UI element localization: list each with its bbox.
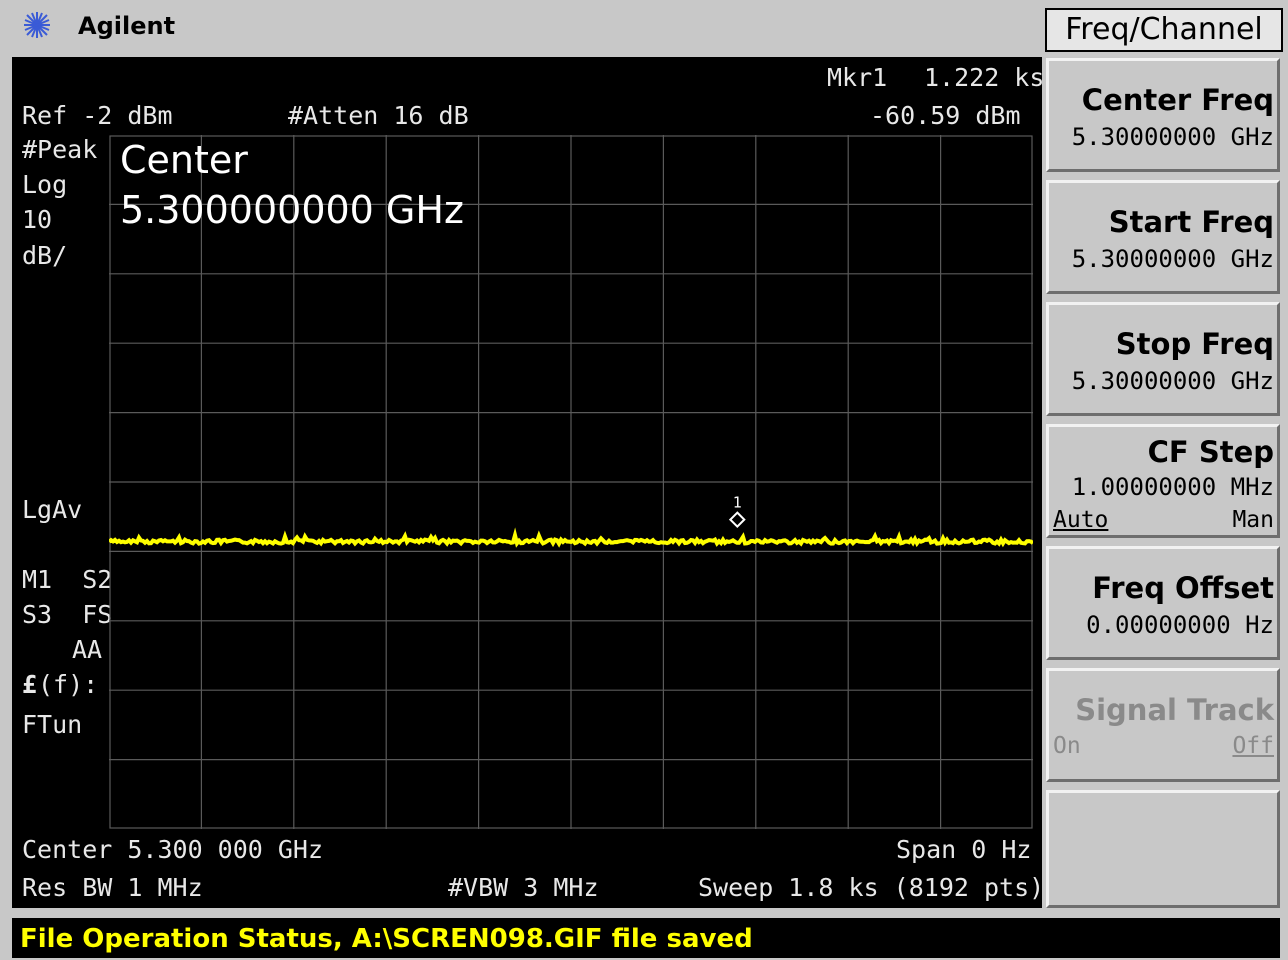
status-message: File Operation Status, A:\SCREN098.GIF f…: [20, 924, 753, 954]
trace-graticule: 1: [109, 135, 1033, 829]
menu-title: Freq/Channel: [1045, 8, 1283, 52]
freq-tune-label: FTun: [22, 710, 83, 739]
ff-symbol: £: [22, 670, 38, 699]
scale-value: 10: [22, 205, 53, 234]
sweep-time: Sweep 1.8 ks (8192 pts): [698, 873, 1045, 902]
sweep-mode: S3 FS: [22, 600, 113, 629]
brand-name: Agilent: [78, 12, 176, 40]
scale-type: Log: [22, 170, 68, 199]
signal-track-key[interactable]: Signal Track On Off: [1046, 668, 1280, 782]
active-function-value: 5.300000000 GHz: [120, 188, 464, 232]
title-bar: Agilent: [0, 0, 1040, 52]
key-label: Freq Offset: [1092, 571, 1274, 605]
key-value: 1.00000000 MHz: [1071, 473, 1274, 501]
marker-1[interactable]: 1: [728, 494, 746, 529]
key-label: Start Freq: [1108, 205, 1274, 239]
span: Span 0 Hz: [896, 835, 1032, 864]
start-freq-key[interactable]: Start Freq 5.30000000 GHz: [1046, 180, 1280, 294]
freq-offset-key[interactable]: Freq Offset 0.00000000 Hz: [1046, 546, 1280, 660]
key-value: 0.00000000 Hz: [1086, 611, 1274, 639]
trace-line: [109, 527, 1033, 548]
cf-step-man-option: Man: [1232, 507, 1274, 533]
analyzer-display: Ref -2 dBm #Atten 16 dB Mkr1 1.222 ks -6…: [12, 57, 1045, 908]
key-value: 5.30000000 GHz: [1071, 245, 1274, 273]
key-label: Signal Track: [1075, 693, 1274, 727]
stop-freq-key[interactable]: Stop Freq 5.30000000 GHz: [1046, 302, 1280, 416]
resolution-bandwidth: Res BW 1 MHz: [22, 873, 203, 902]
center-frequency: Center 5.300 000 GHz: [22, 835, 324, 864]
key-label: Stop Freq: [1115, 327, 1274, 361]
agilent-spark-icon: [24, 12, 50, 38]
key-value: 5.30000000 GHz: [1071, 367, 1274, 395]
scale-units: dB/: [22, 241, 68, 270]
blank-key[interactable]: [1046, 790, 1280, 908]
average-type: LgAv: [22, 495, 83, 524]
signal-track-on-option: On: [1053, 733, 1081, 759]
key-value: 5.30000000 GHz: [1071, 123, 1274, 151]
active-function-label: Center: [120, 138, 248, 182]
cf-step-key[interactable]: CF Step 1.00000000 MHz Auto Man: [1046, 424, 1280, 538]
cf-step-auto-option: Auto: [1053, 507, 1109, 533]
key-label: CF Step: [1147, 435, 1274, 469]
attenuation: #Atten 16 dB: [288, 101, 469, 130]
aa-indicator: AA: [72, 635, 103, 664]
marker-label: Mkr1: [827, 63, 888, 92]
marker-time: 1.222 ks: [924, 63, 1045, 92]
center-freq-key[interactable]: Center Freq 5.30000000 GHz: [1046, 58, 1280, 172]
ref-level: Ref -2 dBm: [22, 101, 173, 130]
signal-track-off-option: Off: [1232, 733, 1274, 759]
status-bar: File Operation Status, A:\SCREN098.GIF f…: [12, 918, 1280, 958]
detector-peak: #Peak: [22, 135, 98, 164]
ff-label: (f):: [38, 670, 99, 699]
marker-level: -60.59 dBm: [870, 101, 1021, 130]
video-bandwidth: #VBW 3 MHz: [448, 873, 599, 902]
key-label: Center Freq: [1081, 83, 1274, 117]
marker-mode: M1 S2: [22, 565, 113, 594]
svg-text:1: 1: [733, 494, 742, 512]
